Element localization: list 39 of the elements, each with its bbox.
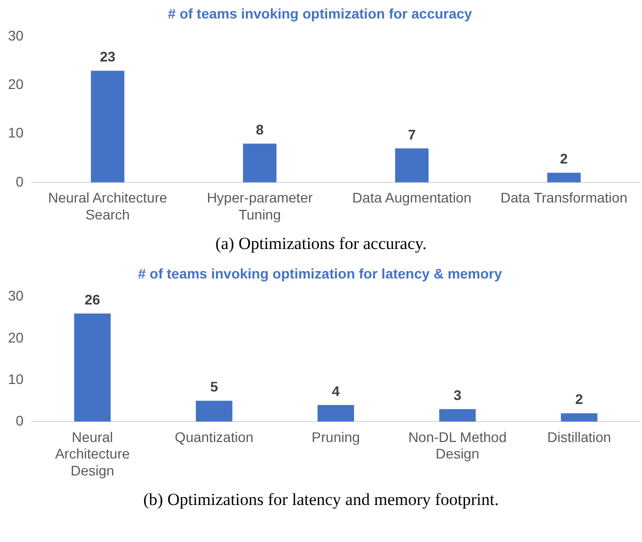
chart-title: # of teams invoking optimization for latency & memory <box>138 265 502 282</box>
x-tick-label: Data Transformation <box>500 190 628 206</box>
x-tick-label: Pruning <box>312 428 360 445</box>
y-tick-label: 10 <box>8 124 24 141</box>
bar <box>547 172 581 182</box>
y-tick-label: 20 <box>8 329 24 346</box>
y-tick-label: 10 <box>8 370 24 387</box>
data-label: 23 <box>100 48 116 65</box>
x-tick-label: Neural Architecture Design <box>55 428 130 478</box>
y-tick-label: 30 <box>8 28 24 44</box>
x-tick-label: Data Augmentation <box>352 190 472 206</box>
x-tick-label: Quantization <box>174 428 254 445</box>
text: (b) Optimizations for latency and memory footprint. <box>142 490 500 510</box>
data-label: 7 <box>408 126 416 142</box>
data-label: 8 <box>256 121 264 138</box>
bar <box>74 313 111 422</box>
bar <box>196 400 232 422</box>
data-label: 2 <box>575 391 584 408</box>
x-tick-label: Neural Architecture Search <box>48 190 168 222</box>
bar <box>395 148 429 182</box>
y-tick-label: 0 <box>16 412 24 428</box>
x-tick-label: Distillation <box>547 428 612 445</box>
bar <box>90 70 124 182</box>
bar <box>439 409 476 422</box>
data-label: 3 <box>454 386 462 403</box>
x-tick-label: Hyper-parameter Tuning <box>206 190 313 222</box>
data-label: 4 <box>332 382 340 399</box>
bar <box>560 413 598 422</box>
y-tick-label: 30 <box>8 288 24 304</box>
data-label: 5 <box>210 378 218 395</box>
chart-title: # of teams invoking optimization for accuracy <box>168 5 472 22</box>
x-tick-label: Non-DL Method Design <box>408 428 507 462</box>
text: (a) Optimizations for accuracy. <box>214 234 428 254</box>
y-tick-label: 20 <box>8 76 24 92</box>
y-tick-label: 0 <box>16 173 24 190</box>
data-label: 26 <box>84 291 100 308</box>
data-label: 2 <box>560 150 568 167</box>
bar <box>243 144 276 182</box>
bar <box>318 404 354 422</box>
